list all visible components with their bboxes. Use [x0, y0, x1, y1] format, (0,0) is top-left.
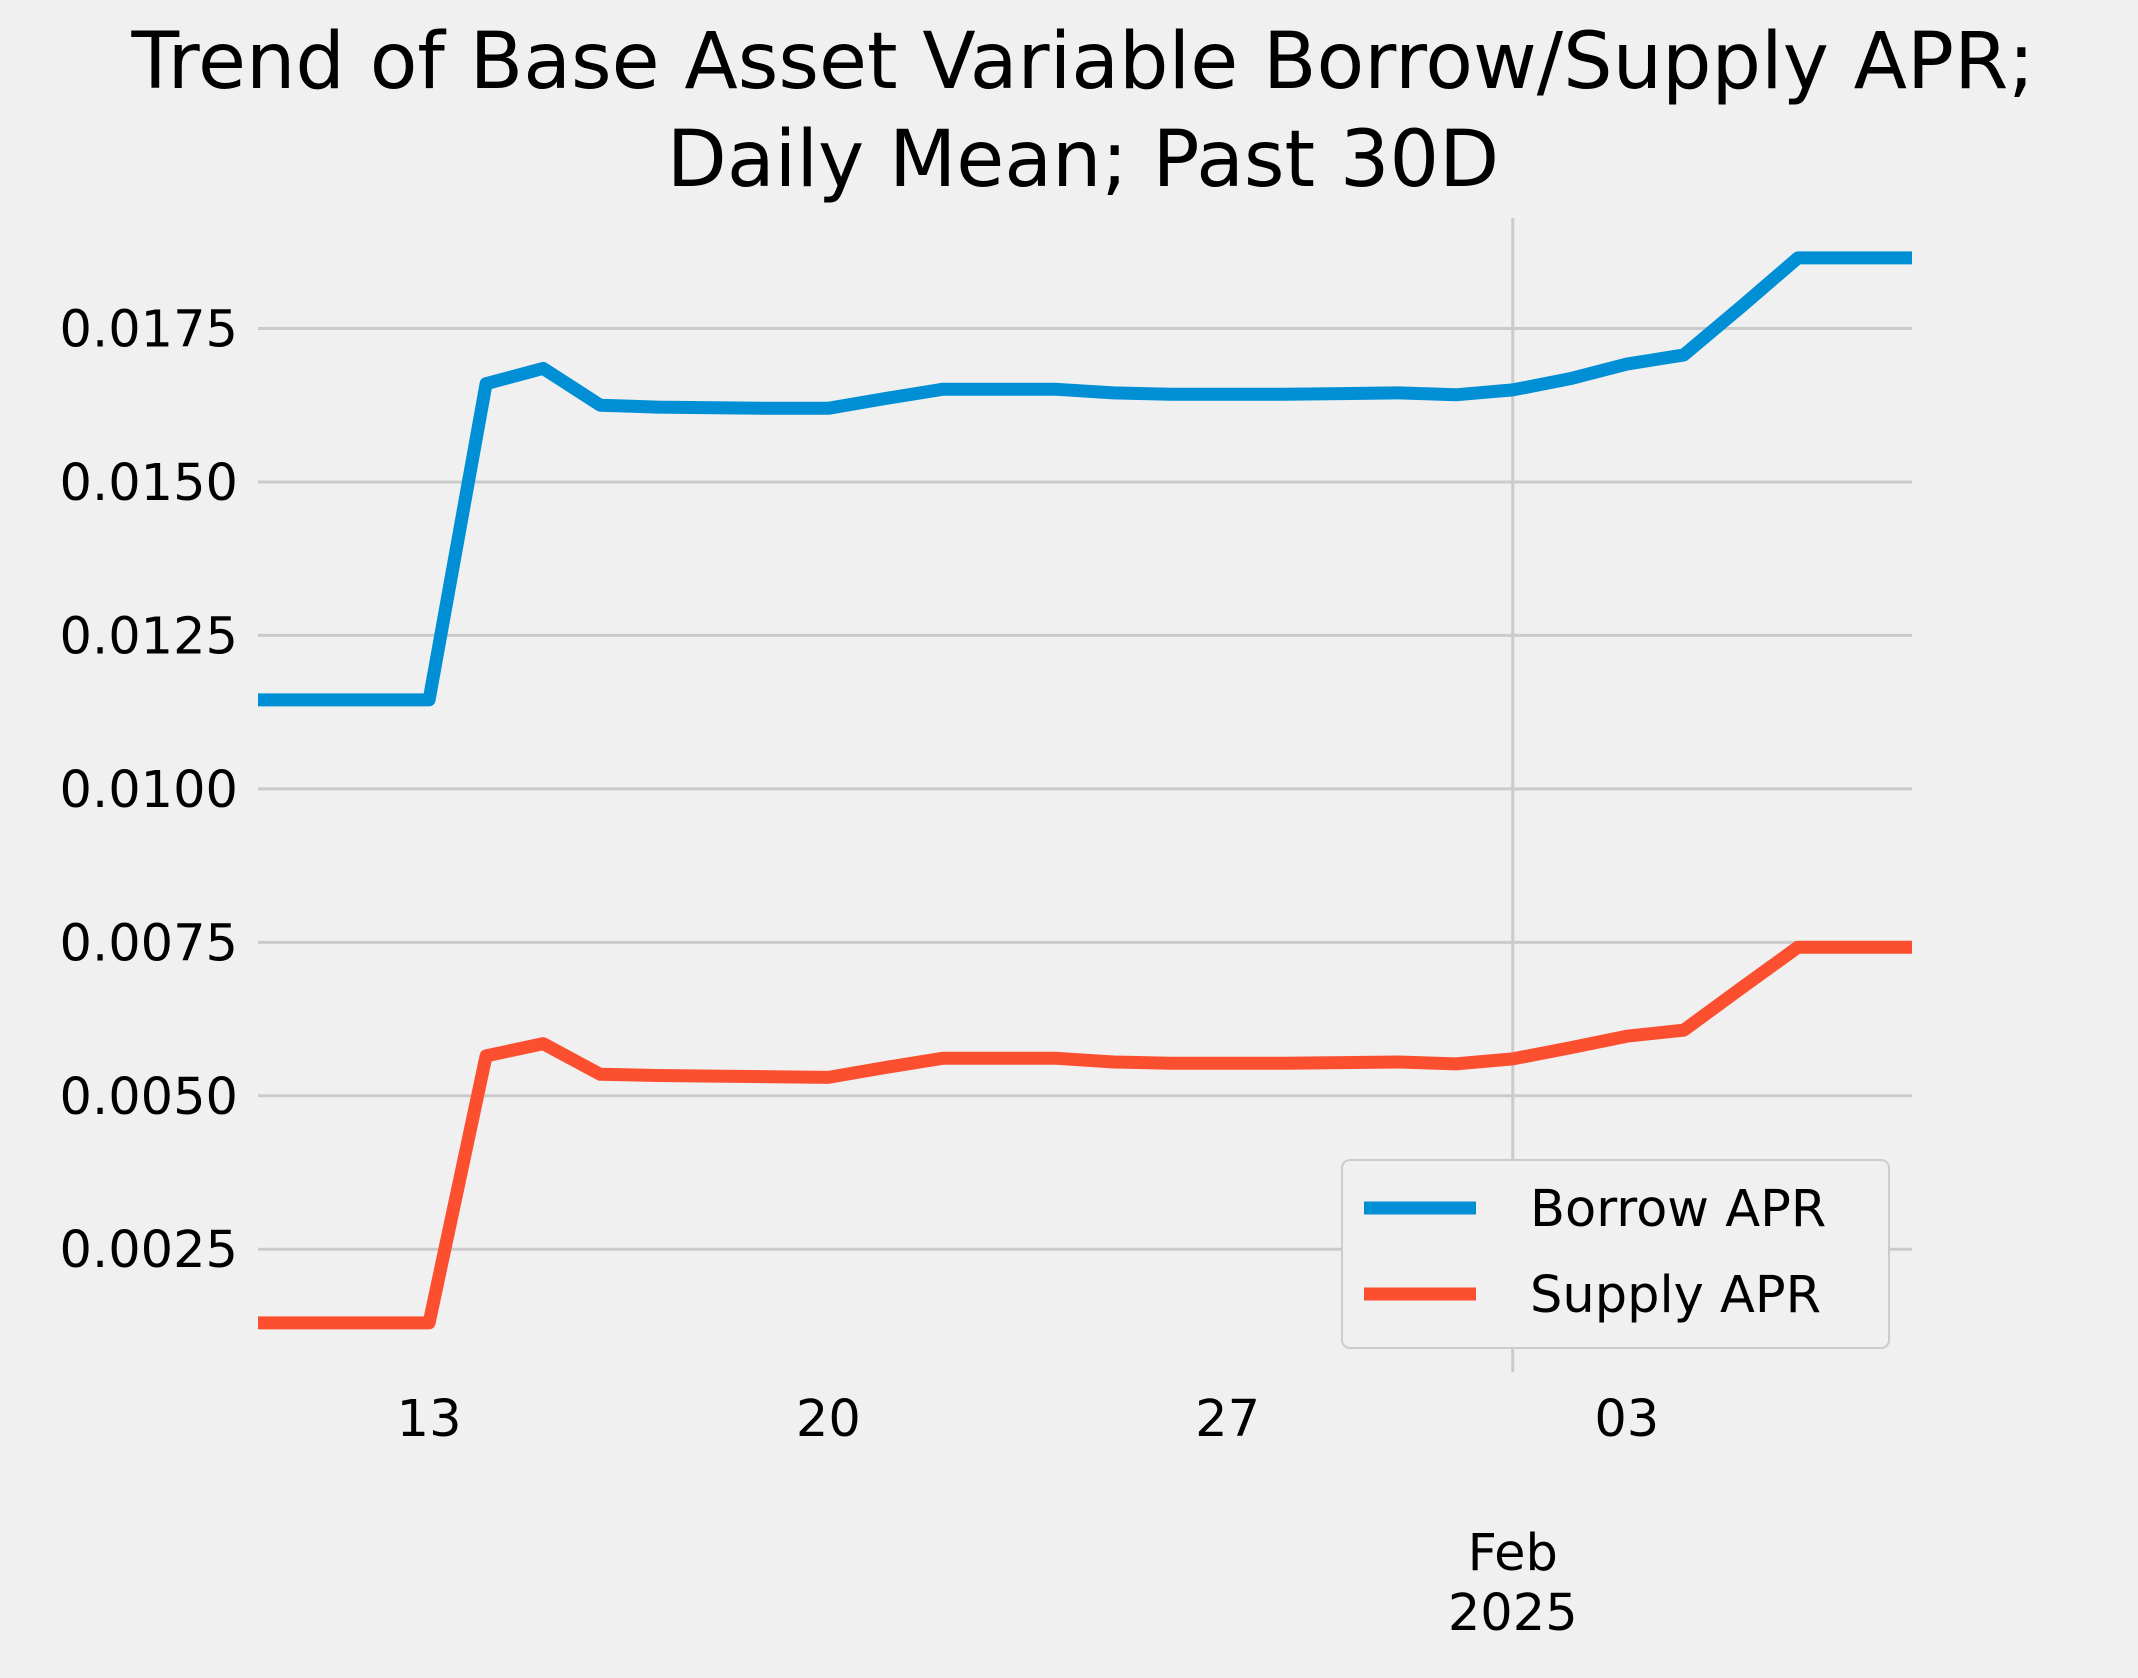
chart-title-line-2: Daily Mean; Past 30D — [667, 115, 1499, 205]
y-tick-label: 0.0050 — [60, 1068, 238, 1127]
chart-title-line-1: Trend of Base Asset Variable Borrow/Supp… — [130, 17, 2034, 107]
x-tick-label: 13 — [397, 1390, 462, 1449]
y-tick-label: 0.0175 — [60, 300, 238, 359]
y-tick-label: 0.0025 — [60, 1221, 238, 1280]
grid-lines — [258, 218, 1912, 1372]
y-tick-label: 0.0100 — [60, 761, 238, 820]
x-tick-label: 27 — [1195, 1390, 1260, 1449]
y-tick-label: 0.0075 — [60, 914, 238, 973]
y-tick-label: 0.0150 — [60, 454, 238, 513]
series-lines — [258, 251, 1912, 1330]
x-tick-label: 20 — [796, 1390, 861, 1449]
legend-label-supply: Supply APR — [1530, 1266, 1821, 1325]
series-line-borrow-apr — [258, 251, 1912, 707]
legend-label-borrow: Borrow APR — [1530, 1180, 1826, 1239]
x-major-tick-label: Feb — [1468, 1524, 1558, 1583]
y-tick-label: 0.0125 — [60, 607, 238, 666]
legend-box — [1341, 1159, 1890, 1349]
x-major-tick-label: 2025 — [1448, 1584, 1578, 1643]
y-tick-labels: 0.0025 0.0050 0.0075 0.0100 0.0125 0.0150 0.01… — [60, 300, 238, 1280]
legend: Borrow APR Supply APR — [1341, 1159, 1890, 1349]
series-line-supply-apr — [258, 940, 1912, 1330]
x-tick-label: 03 — [1594, 1390, 1659, 1449]
